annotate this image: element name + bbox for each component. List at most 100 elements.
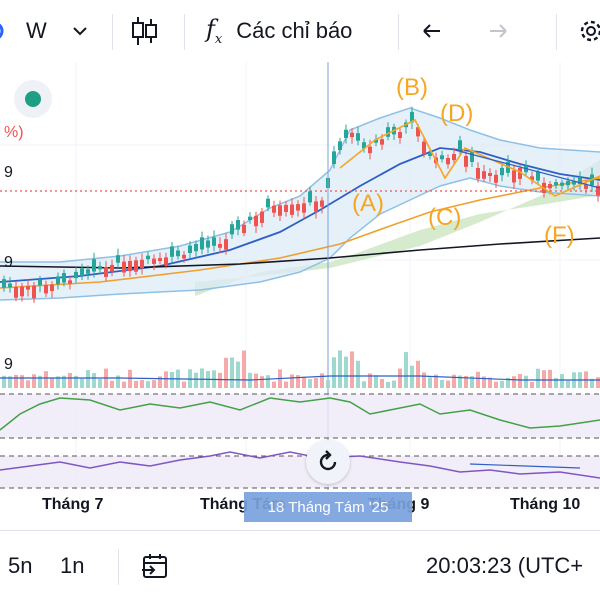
candle-body: [152, 258, 156, 264]
volume-bar: [68, 372, 72, 388]
volume-bar: [506, 377, 510, 388]
volume-bar: [428, 377, 432, 388]
clock-timezone-button[interactable]: 20:03:23 (UTC+: [426, 531, 583, 601]
candle-body: [26, 286, 30, 290]
volume-bar: [302, 376, 306, 388]
volume-bar: [110, 380, 114, 388]
candle-body: [38, 279, 42, 286]
candle-body: [224, 239, 228, 250]
range-5n-button[interactable]: 5n: [8, 531, 32, 601]
candlestick-icon[interactable]: [130, 0, 158, 62]
candle-body: [242, 224, 246, 234]
volume-bar: [98, 378, 102, 388]
volume-bar: [20, 375, 24, 388]
candle-body: [50, 284, 54, 292]
candle-body: [188, 245, 192, 253]
candle-body: [14, 286, 18, 298]
candle-body: [422, 141, 426, 155]
volume-bar: [500, 380, 504, 388]
volume-bar: [338, 350, 342, 388]
volume-bar: [272, 381, 276, 388]
candle-body: [104, 267, 108, 277]
range-1n-button[interactable]: 1n: [60, 531, 84, 601]
candle-body: [236, 220, 240, 230]
symbol-logo-icon[interactable]: [0, 0, 8, 62]
candle-body: [314, 201, 318, 212]
candle-body: [278, 205, 282, 216]
volume-bar: [512, 376, 516, 388]
volume-bar: [416, 360, 420, 388]
volume-bar: [548, 369, 552, 388]
volume-bar: [344, 356, 348, 388]
candle-body: [578, 177, 582, 184]
candle-body: [116, 255, 120, 263]
chart-svg[interactable]: [0, 62, 600, 530]
candle-body: [218, 244, 222, 248]
rsi-line: [0, 397, 600, 431]
candle-body: [110, 264, 114, 272]
y-label-1: %): [4, 124, 24, 141]
volume-bar: [26, 380, 30, 388]
volume-bar: [254, 373, 258, 388]
volume-bar: [590, 378, 594, 388]
candle-body: [86, 269, 90, 274]
candle-body: [596, 185, 600, 196]
volume-bar: [422, 372, 426, 388]
candle-body: [206, 240, 210, 248]
volume-bar: [320, 373, 324, 388]
volume-bar: [326, 380, 330, 388]
stoch-line: [0, 451, 600, 479]
candle-body: [452, 154, 456, 161]
volume-bar: [50, 378, 54, 388]
volume-bar: [368, 373, 372, 388]
candle-body: [356, 133, 360, 141]
indicators-button[interactable]: fx Các chỉ báo: [206, 0, 352, 62]
undo-icon[interactable]: [420, 0, 446, 62]
candle-body: [362, 142, 366, 149]
candle-body: [182, 254, 186, 259]
volume-bar: [44, 371, 48, 388]
candle-body: [164, 257, 168, 266]
candle-body: [374, 139, 378, 143]
calendar-goto-icon[interactable]: [140, 531, 170, 601]
volume-bar: [224, 357, 228, 388]
y-label-3: 9: [4, 254, 13, 271]
volume-bar: [542, 370, 546, 388]
volume-bar: [332, 357, 336, 388]
candle-body: [56, 276, 60, 285]
volume-bar: [14, 375, 18, 388]
candle-body: [170, 246, 174, 257]
volume-bar: [464, 375, 468, 388]
candle-body: [530, 176, 534, 181]
volume-bar: [56, 376, 60, 388]
gear-icon[interactable]: [576, 0, 600, 62]
volume-bar: [560, 374, 564, 388]
ma-orange: [0, 177, 600, 289]
candle-body: [290, 204, 294, 215]
volume-bar: [404, 352, 408, 388]
candle-body: [308, 191, 312, 203]
volume-bar: [92, 373, 96, 388]
volume-bar: [134, 380, 138, 388]
candle-body: [2, 279, 6, 288]
volume-bar: [476, 371, 480, 388]
interval-button[interactable]: W: [26, 0, 47, 62]
chevron-down-icon[interactable]: [72, 0, 88, 62]
candle-body: [368, 146, 372, 154]
candle-body: [332, 151, 336, 164]
candle-body: [32, 285, 36, 299]
redo-icon[interactable]: [484, 0, 510, 62]
wave-lines: [339, 118, 600, 197]
chart-canvas[interactable]: [0, 62, 600, 530]
status-dot-button[interactable]: [14, 80, 52, 118]
candle-body: [572, 181, 576, 185]
volume-bar: [122, 381, 126, 388]
candle-body: [194, 243, 198, 252]
candle-body: [248, 216, 252, 220]
candle-body: [446, 158, 450, 165]
candle-body: [140, 259, 144, 269]
volume-bar: [218, 372, 222, 388]
reset-icon[interactable]: [306, 440, 350, 484]
candle-body: [344, 129, 348, 138]
candle-body: [98, 266, 102, 270]
